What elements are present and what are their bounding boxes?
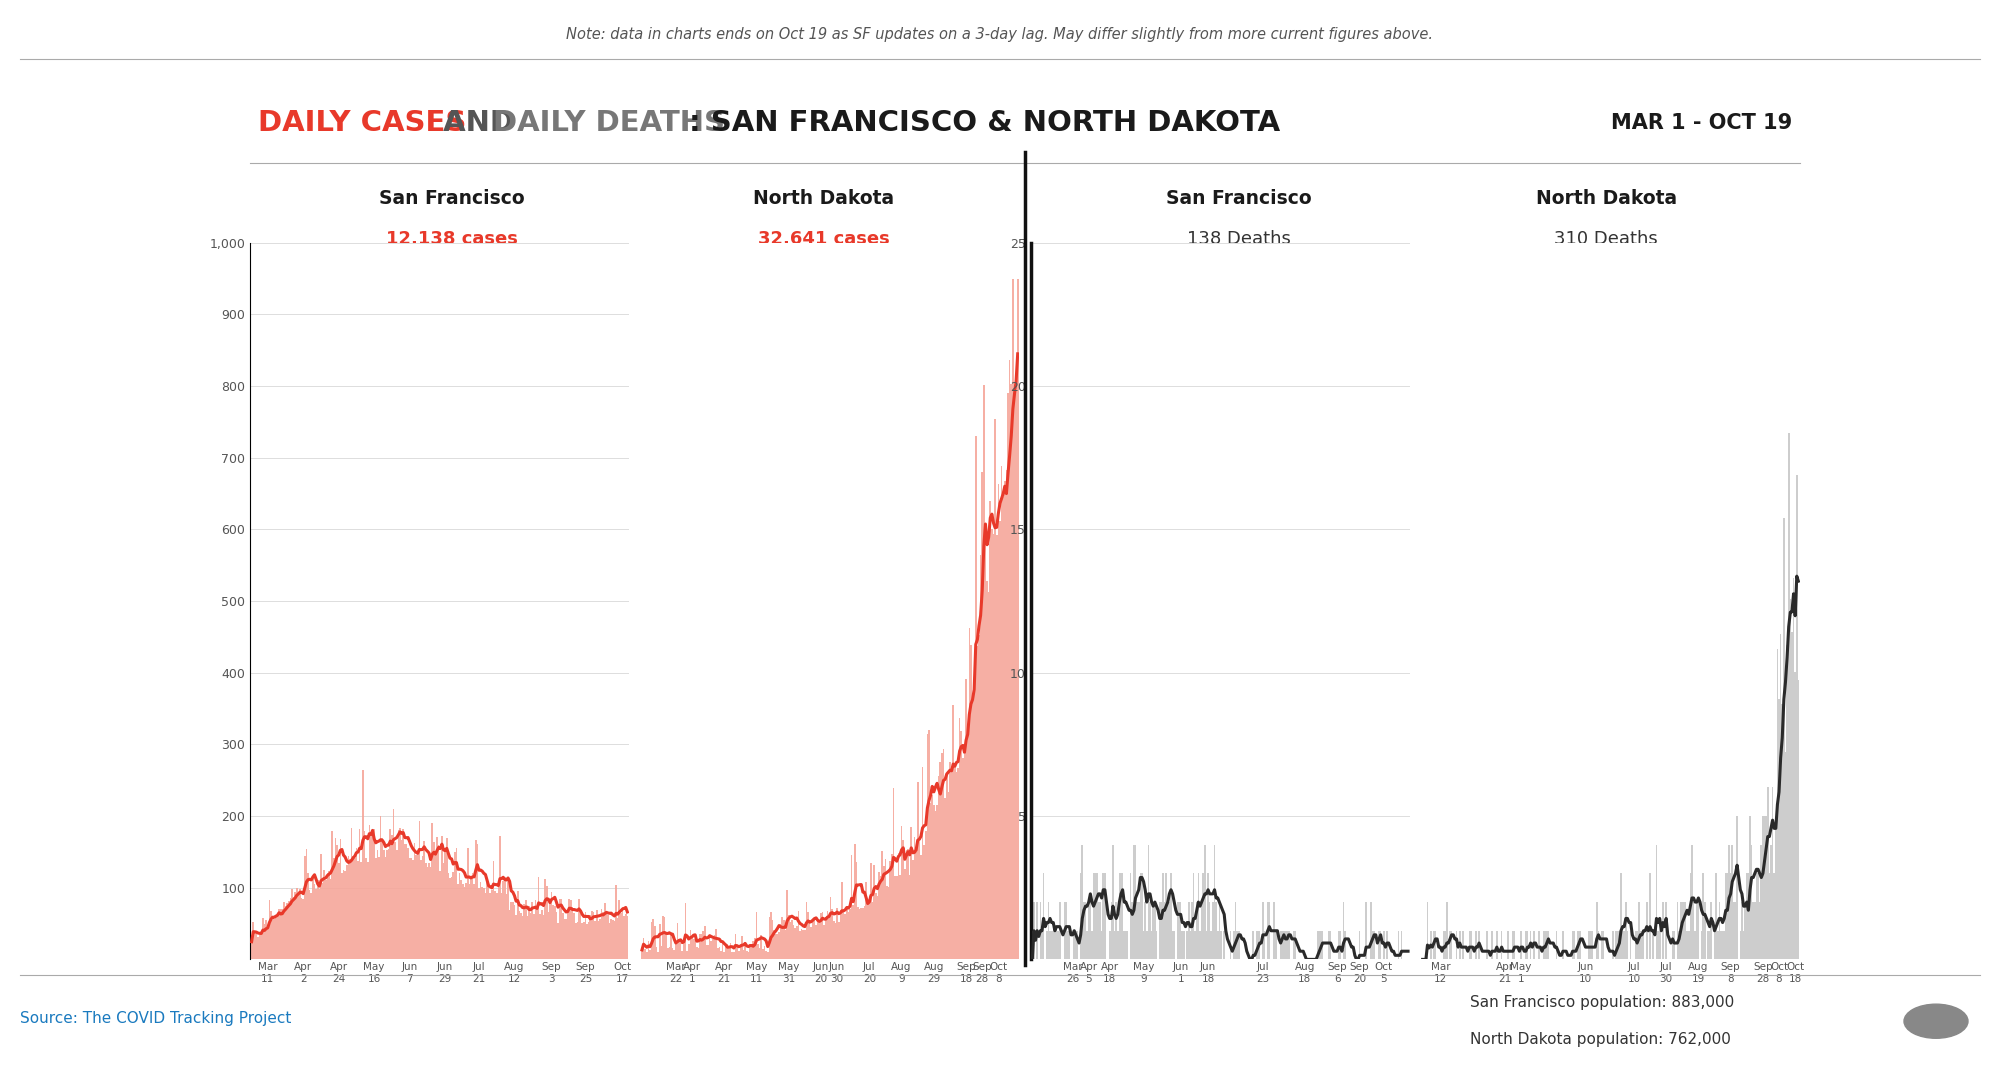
Text: 138 Deaths: 138 Deaths [1186, 230, 1290, 247]
Text: 12,138 cases: 12,138 cases [386, 230, 518, 247]
Text: San Francisco: San Francisco [378, 190, 524, 209]
Text: DAILY DEATHS: DAILY DEATHS [494, 110, 726, 138]
Text: MAR 1 - OCT 19: MAR 1 - OCT 19 [1612, 113, 1792, 133]
Text: North Dakota: North Dakota [1536, 190, 1676, 209]
Text: San Francisco population: 883,000: San Francisco population: 883,000 [1470, 995, 1734, 1010]
Text: North Dakota population: 762,000: North Dakota population: 762,000 [1470, 1032, 1730, 1047]
Text: San Francisco: San Francisco [1166, 190, 1312, 209]
Text: AND: AND [432, 110, 524, 138]
Text: 310 Deaths: 310 Deaths [1554, 230, 1658, 247]
Text: DAILY CASES: DAILY CASES [258, 110, 466, 138]
Text: Note: data in charts ends on Oct 19 as SF updates on a 3-day lag. May differ sli: Note: data in charts ends on Oct 19 as S… [566, 27, 1434, 42]
Text: 32,641 cases: 32,641 cases [758, 230, 890, 247]
Text: North Dakota: North Dakota [752, 190, 894, 209]
Text: Source: The COVID Tracking Project: Source: The COVID Tracking Project [20, 1011, 292, 1025]
Text: : SAN FRANCISCO & NORTH DAKOTA: : SAN FRANCISCO & NORTH DAKOTA [688, 110, 1280, 138]
